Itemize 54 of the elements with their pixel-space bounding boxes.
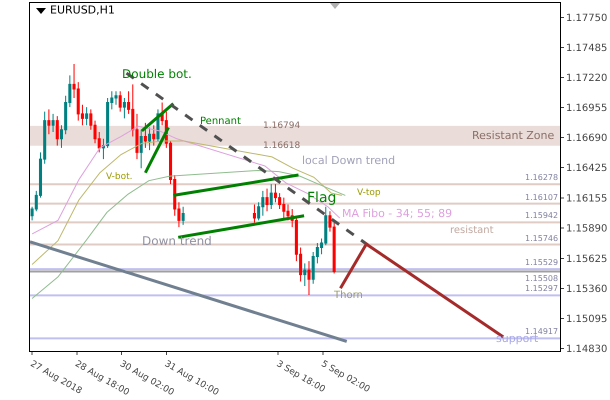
annotation: V-top [357, 188, 381, 198]
annotation: resistant [450, 225, 494, 236]
y-tick-label: 1.15095 [566, 314, 608, 325]
candlestick [266, 188, 269, 212]
candlestick [270, 184, 273, 210]
ref-line-label: 1.15529 [525, 258, 558, 267]
ref-line-label: 1.15942 [525, 211, 558, 220]
candlestick [85, 106, 88, 126]
annotation: 1.16794 [263, 121, 300, 131]
candlestick [282, 197, 286, 219]
candlestick [140, 129, 143, 169]
y-tick-label: 1.17750 [566, 13, 608, 24]
y-tick-label: 1.14830 [566, 344, 608, 355]
y-tick-label: 1.16155 [566, 194, 608, 205]
candlestick [182, 206, 185, 226]
candlestick [307, 260, 311, 296]
ref-line-label: 1.16107 [525, 193, 558, 202]
candlestick [261, 190, 264, 216]
candlestick [47, 108, 50, 135]
candlestick [52, 113, 55, 132]
ref-line-label: 1.15746 [525, 234, 558, 243]
candlestick [148, 126, 152, 151]
annotation: V-bot. [106, 172, 132, 182]
annotation: 1.16618 [263, 141, 300, 151]
candlestick [102, 138, 105, 160]
candlestick [122, 98, 126, 119]
y-tick-label: 1.15360 [566, 284, 608, 295]
ref-line-label: 1.15297 [525, 284, 558, 293]
y-tick-label: 1.15890 [566, 224, 608, 235]
annotation: Pennant [200, 116, 241, 127]
y-tick-label: 1.15625 [566, 254, 608, 265]
annotation: local Down trend [302, 154, 396, 167]
ref-line-label: 1.14917 [525, 327, 558, 336]
annotation: MA Fibo - 34; 55; 89 [342, 207, 452, 220]
ref-line-label: 1.15508 [525, 274, 558, 283]
band-label: Resistant Zone [472, 129, 555, 142]
annotation: Down trend [142, 234, 212, 248]
candlestick [118, 90, 122, 112]
candlestick [252, 204, 256, 224]
annotation: Double bot. [122, 67, 192, 81]
y-tick-label: 1.16955 [566, 103, 608, 114]
annotation: Flag [307, 190, 336, 206]
candlestick [56, 116, 59, 146]
candlestick [144, 122, 147, 148]
candlestick [114, 90, 118, 106]
y-tick-label: 1.16425 [566, 163, 608, 174]
candlestick [152, 124, 156, 146]
annotation: Thorn [333, 290, 363, 301]
y-tick-label: 1.17220 [566, 73, 608, 84]
candlestick [303, 262, 306, 286]
y-tick-label: 1.17485 [566, 43, 608, 54]
y-tick-label: 1.16690 [566, 133, 608, 144]
chart-title: EURUSD,H1 [50, 4, 115, 17]
ref-line-label: 1.16278 [525, 173, 558, 182]
